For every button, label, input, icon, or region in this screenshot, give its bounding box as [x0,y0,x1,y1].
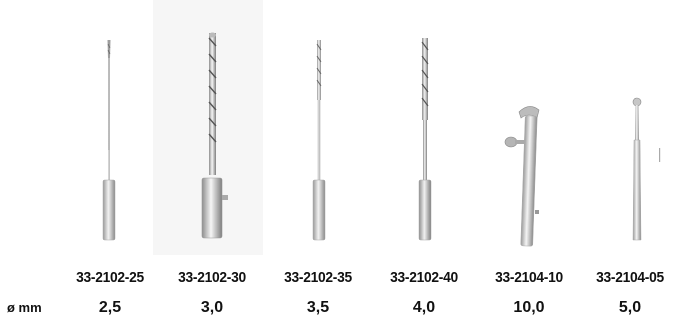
ball-cutter-image [632,97,661,241]
diameter-value: 3,5 [306,299,330,316]
product-column: 33-2104-05 5,0 [578,0,682,325]
product-code: 33-2102-35 [284,269,352,286]
product-code: 33-2102-40 [390,269,458,286]
diameter-value: 5,0 [618,299,642,316]
product-column: 33-2102-40 4,0 [372,0,476,325]
cutter-image [504,106,540,247]
drill-bit-image [418,38,432,241]
product-column: 33-2102-25 2,5 [58,0,162,325]
drill-bit-image [102,40,116,241]
drill-bit-image [312,40,326,241]
product-code: 33-2104-05 [596,269,664,286]
diameter-value: 4,0 [412,299,436,316]
product-column: 33-2102-30 3,0 [160,0,264,325]
diameter-value: 3,0 [200,299,224,316]
product-column: 33-2102-35 3,5 [266,0,370,325]
diameter-row-label: ø mm [7,300,42,315]
drill-bit-image [201,32,228,239]
product-code: 33-2102-25 [76,269,144,286]
product-column: 33-2104-10 10,0 [477,0,581,325]
diameter-value: 10,0 [513,299,545,316]
diameter-value: 2,5 [98,299,122,316]
product-code: 33-2104-10 [495,269,563,286]
product-code: 33-2102-30 [178,269,246,286]
